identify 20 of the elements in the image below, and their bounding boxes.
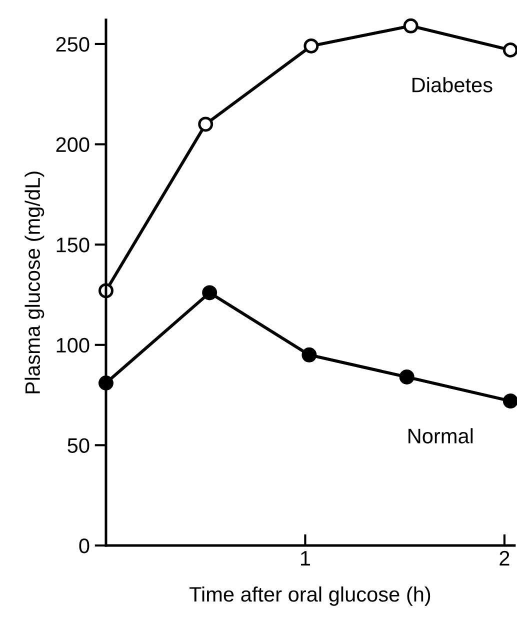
point xyxy=(502,42,517,58)
point xyxy=(403,18,418,34)
point xyxy=(502,394,517,409)
x-tick-label: 2 xyxy=(500,550,510,566)
y-tick-label: 250 xyxy=(56,36,90,52)
y-axis-title: Plasma glucose (mg/dL) xyxy=(24,172,44,394)
point xyxy=(304,38,319,54)
series-label: Normal xyxy=(408,428,473,444)
y-tick-label: 200 xyxy=(56,137,90,152)
series-label: Diabetes xyxy=(412,77,492,92)
x-axis-title: Time after oral glucose (h) xyxy=(189,586,430,606)
y-tick-label: 50 xyxy=(68,438,90,453)
point xyxy=(399,369,414,384)
y-tick-label: 150 xyxy=(56,238,90,252)
point xyxy=(198,116,214,132)
point xyxy=(202,285,218,300)
point xyxy=(302,347,317,362)
y-tick-label: 0 xyxy=(79,538,90,554)
x-tick-label: 1 xyxy=(301,551,310,566)
y-tick-label: 100 xyxy=(56,338,90,353)
